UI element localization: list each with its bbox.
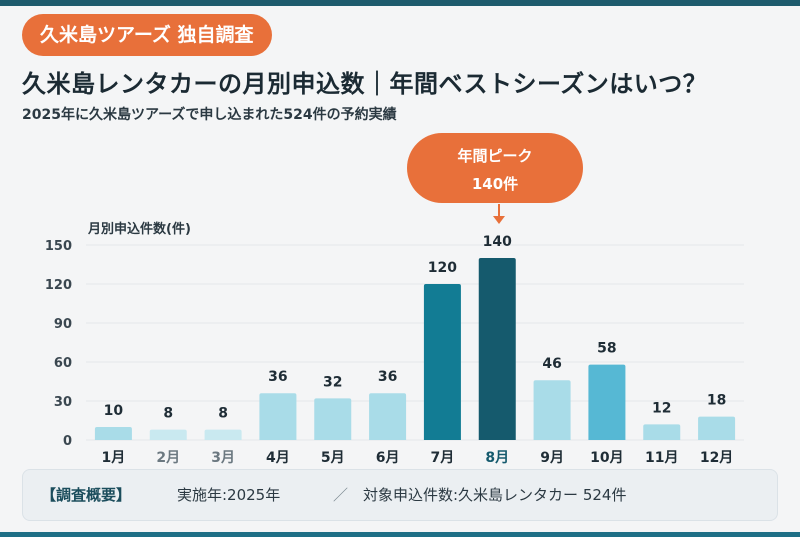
x-tick-label: 3月 bbox=[211, 450, 235, 466]
data-label: 120 bbox=[428, 260, 457, 276]
x-tick-label: 1月 bbox=[102, 450, 126, 466]
y-tick-label: 0 bbox=[63, 434, 72, 449]
data-label: 10 bbox=[104, 403, 124, 419]
summary-target: 対象申込件数:久米島レンタカー 524件 bbox=[363, 486, 627, 504]
x-tick-label: 6月 bbox=[376, 450, 400, 466]
y-axis-label: 月別申込件数(件) bbox=[87, 221, 191, 237]
x-tick-label: 8月 bbox=[485, 450, 509, 466]
x-tick-label: 9月 bbox=[540, 450, 564, 466]
page-subtitle: 2025年に久米島ツアーズで申し込まれた524件の予約実績 bbox=[22, 107, 397, 123]
bar-chart: 0 30 60 90 120 150 10 8 8 36 32 36 120 140 46 58 12 18 1… bbox=[45, 204, 744, 466]
y-tick-label: 150 bbox=[45, 239, 72, 254]
data-label: 18 bbox=[707, 393, 726, 409]
x-tick-label: 7月 bbox=[431, 450, 455, 466]
x-tick-label: 12月 bbox=[700, 450, 733, 466]
x-tick-label: 11月 bbox=[645, 450, 678, 466]
bar-12 bbox=[698, 416, 736, 440]
data-label: 8 bbox=[163, 406, 173, 422]
bar-9 bbox=[533, 380, 571, 440]
data-label: 12 bbox=[652, 400, 671, 416]
peak-arrow bbox=[493, 204, 505, 224]
bars bbox=[94, 258, 736, 440]
bar-3 bbox=[204, 429, 242, 440]
bar-8 bbox=[478, 258, 516, 440]
bottom-accent-bar bbox=[0, 532, 800, 537]
data-label: 8 bbox=[218, 406, 228, 422]
brand-badge: 久米島ツアーズ 独自調査 bbox=[22, 14, 272, 56]
bar-6 bbox=[369, 393, 407, 440]
y-tick-label: 120 bbox=[45, 278, 72, 293]
page-title: 久米島レンタカーの月別申込数｜年間ベストシーズンはいつ？ bbox=[22, 70, 708, 98]
summary-separator: ／ bbox=[333, 486, 349, 504]
x-axis-ticks: 1月 2月 3月 4月 5月 6月 7月 8月 9月 10月 11月 12月 bbox=[102, 450, 734, 466]
peak-callout-value: 140件 bbox=[471, 175, 519, 193]
bar-2 bbox=[149, 429, 187, 440]
peak-callout: 年間ピーク 140件 bbox=[407, 133, 583, 203]
grid-lines bbox=[86, 244, 744, 441]
bar-5 bbox=[314, 398, 352, 440]
data-label: 46 bbox=[542, 356, 561, 372]
bar-1 bbox=[94, 427, 132, 440]
bar-4 bbox=[259, 393, 297, 440]
summary-year: 実施年:2025年 bbox=[177, 486, 281, 504]
y-tick-label: 60 bbox=[54, 356, 72, 371]
peak-callout-title: 年間ピーク bbox=[457, 147, 533, 165]
x-tick-label: 4月 bbox=[266, 450, 290, 466]
bar-10 bbox=[588, 364, 626, 440]
x-tick-label: 2月 bbox=[156, 450, 180, 466]
x-tick-label: 5月 bbox=[321, 450, 345, 466]
bar-7 bbox=[423, 284, 461, 440]
summary-label: 【調査概要】 bbox=[41, 486, 132, 504]
data-label: 36 bbox=[268, 369, 287, 385]
data-labels: 10 8 8 36 32 36 120 140 46 58 12 18 bbox=[104, 234, 727, 422]
data-label: 140 bbox=[483, 234, 512, 250]
data-label: 36 bbox=[378, 369, 397, 385]
survey-summary: 【調査概要】 実施年:2025年 ／ 対象申込件数:久米島レンタカー 524件 bbox=[22, 469, 778, 521]
x-tick-label: 10月 bbox=[590, 450, 623, 466]
y-tick-label: 90 bbox=[54, 317, 72, 332]
y-axis-ticks: 0 30 60 90 120 150 bbox=[45, 239, 72, 449]
y-tick-label: 30 bbox=[54, 395, 72, 410]
data-label: 32 bbox=[323, 374, 342, 390]
top-accent-bar bbox=[0, 0, 800, 6]
bar-11 bbox=[643, 424, 681, 440]
data-label: 58 bbox=[597, 341, 616, 357]
